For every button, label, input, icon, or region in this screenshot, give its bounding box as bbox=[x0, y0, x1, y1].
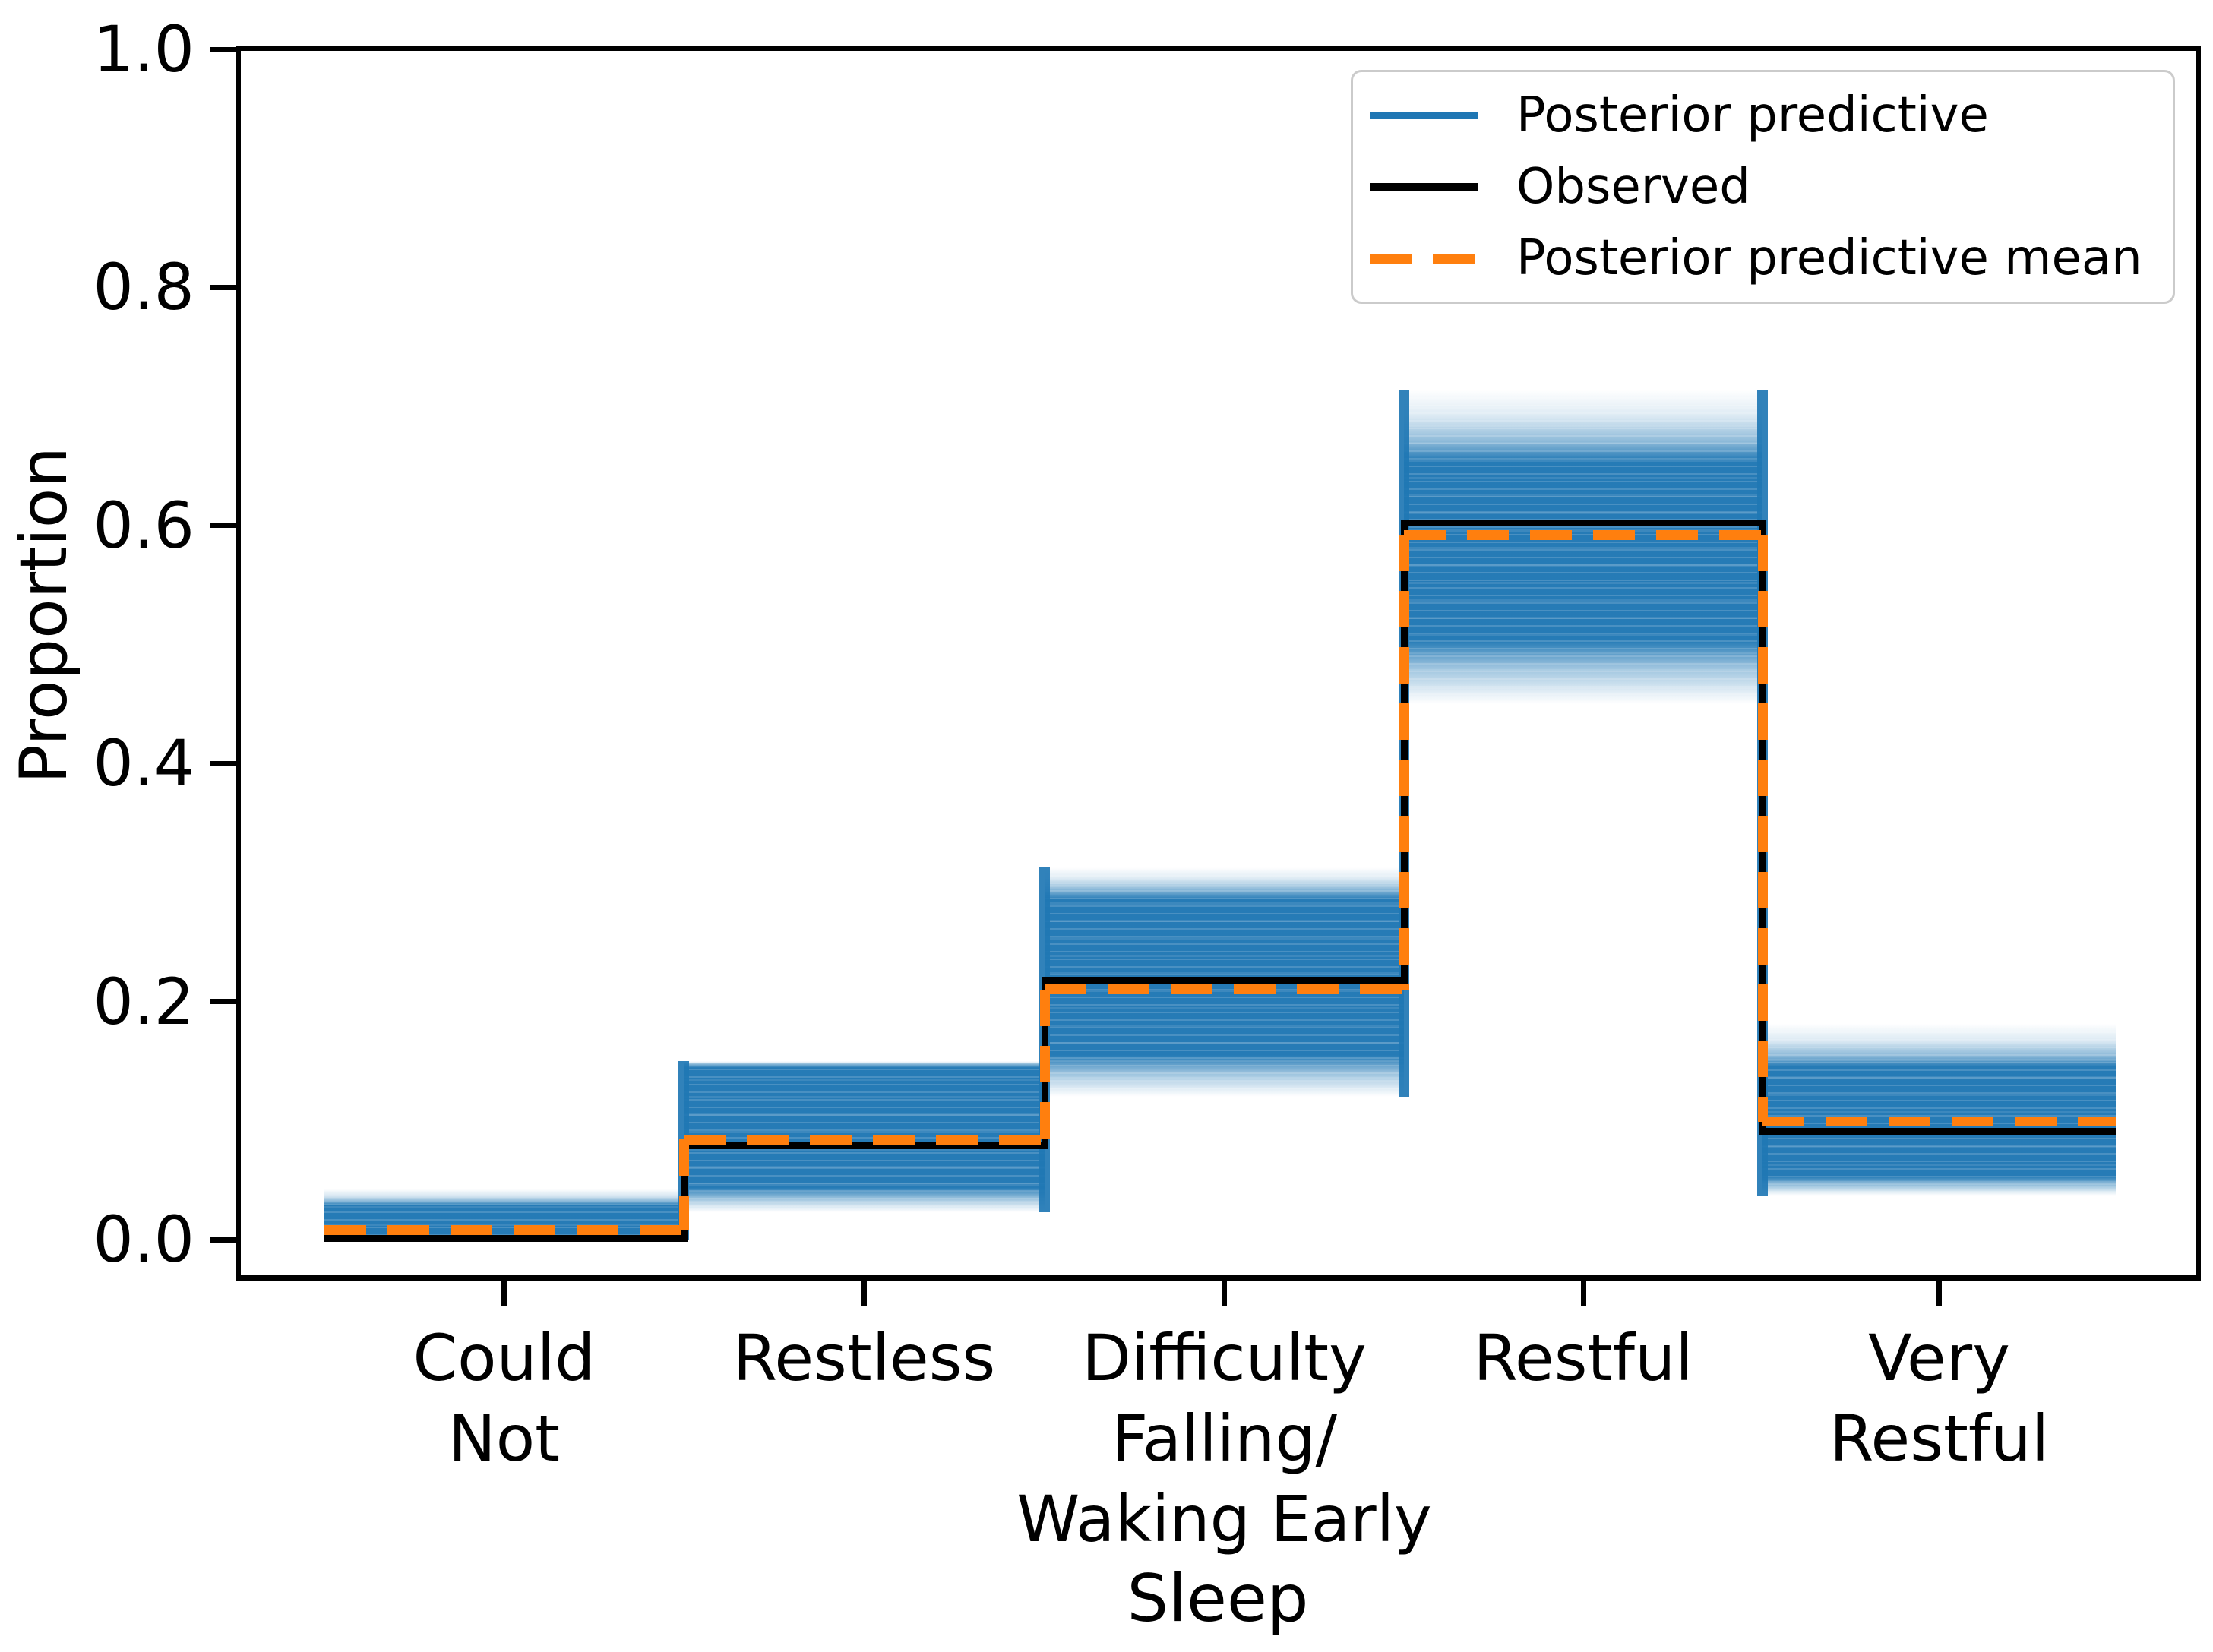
y-axis-tick-label: 0.4 bbox=[93, 726, 194, 801]
observed-line-segment bbox=[1762, 1127, 2116, 1135]
y-axis-label: Proportion bbox=[6, 447, 82, 784]
posterior-mean-line-step bbox=[1039, 989, 1050, 1140]
x-axis-tick-label-line: Could bbox=[413, 1321, 596, 1395]
x-axis-label: Sleep bbox=[1127, 1561, 1309, 1637]
x-axis-tick-label-line: Restful bbox=[1829, 1401, 2050, 1476]
y-axis-tick bbox=[210, 999, 236, 1005]
x-axis-tick-label-line: Difficulty bbox=[1082, 1321, 1367, 1395]
legend-item-posterior-predictive-mean: Posterior predictive mean bbox=[1353, 223, 2173, 294]
posterior-mean-line-segment bbox=[1762, 1117, 2116, 1127]
x-axis-tick bbox=[1936, 1281, 1942, 1306]
x-axis-tick-label: Very Restful bbox=[1628, 1318, 2213, 1479]
y-axis-tick bbox=[210, 46, 236, 52]
y-axis-tick bbox=[210, 1237, 236, 1243]
x-axis-tick-label-line: Restless bbox=[732, 1321, 996, 1395]
legend-item-posterior-predictive: Posterior predictive bbox=[1353, 80, 2173, 151]
legend-posterior-predictive-label: Posterior predictive bbox=[1516, 87, 1989, 144]
y-axis-tick bbox=[210, 760, 236, 766]
posterior-mean-line-step bbox=[1399, 535, 1409, 990]
x-axis-tick bbox=[1580, 1281, 1586, 1306]
legend-observed-label: Observed bbox=[1516, 159, 1750, 215]
y-axis-tick-label: 0.0 bbox=[93, 1202, 194, 1277]
x-axis-tick-label: Difficulty Falling/Waking Early bbox=[913, 1318, 1536, 1559]
x-axis-tick-label-line: Very bbox=[1868, 1321, 2010, 1395]
posterior-band bbox=[1404, 390, 1762, 704]
x-axis-tick bbox=[861, 1281, 867, 1306]
x-axis-tick-label: Could Not bbox=[193, 1318, 816, 1479]
x-axis-tick-label: Restful bbox=[1272, 1318, 1895, 1398]
legend-posterior-predictive-mean-label: Posterior predictive mean bbox=[1516, 230, 2142, 286]
y-axis-tick bbox=[210, 284, 236, 290]
y-axis-tick-label: 0.2 bbox=[93, 964, 194, 1039]
posterior-mean-line-step bbox=[1757, 535, 1768, 1122]
x-axis-tick-label-line: Restful bbox=[1473, 1321, 1693, 1395]
x-axis-tick-label-line: Waking Early bbox=[1016, 1482, 1432, 1556]
legend-posterior-predictive-mean-line-icon bbox=[1370, 253, 1478, 264]
posterior-mean-line-segment bbox=[1404, 529, 1762, 540]
posterior-mean-line-segment bbox=[324, 1224, 684, 1235]
legend: Posterior predictive Observed Posterior … bbox=[1351, 70, 2175, 304]
observed-line-segment bbox=[324, 1234, 684, 1242]
legend-posterior-predictive-line-icon bbox=[1370, 112, 1478, 119]
x-axis-tick-label-line: Falling/ bbox=[1111, 1401, 1337, 1476]
observed-line-segment bbox=[1045, 976, 1404, 984]
observed-line-segment bbox=[1404, 520, 1762, 527]
posterior-mean-line-step bbox=[678, 1139, 689, 1230]
y-axis-tick-label: 0.8 bbox=[93, 250, 194, 325]
posterior-mean-line-segment bbox=[684, 1134, 1045, 1145]
posterior-band bbox=[1762, 1024, 2116, 1196]
x-axis-tick bbox=[501, 1281, 507, 1306]
legend-observed-line-icon bbox=[1370, 183, 1478, 191]
y-axis-tick-label: 1.0 bbox=[93, 12, 194, 87]
x-axis-tick-label-line: Not bbox=[447, 1401, 561, 1476]
x-axis-tick bbox=[1222, 1281, 1227, 1306]
y-axis-tick bbox=[210, 523, 236, 529]
observed-line-segment bbox=[684, 1142, 1045, 1149]
posterior-mean-line-segment bbox=[1045, 984, 1404, 995]
legend-item-observed: Observed bbox=[1353, 151, 2173, 223]
y-axis-tick-label: 0.6 bbox=[93, 488, 194, 563]
x-axis-tick-label: Restless bbox=[553, 1318, 1176, 1398]
